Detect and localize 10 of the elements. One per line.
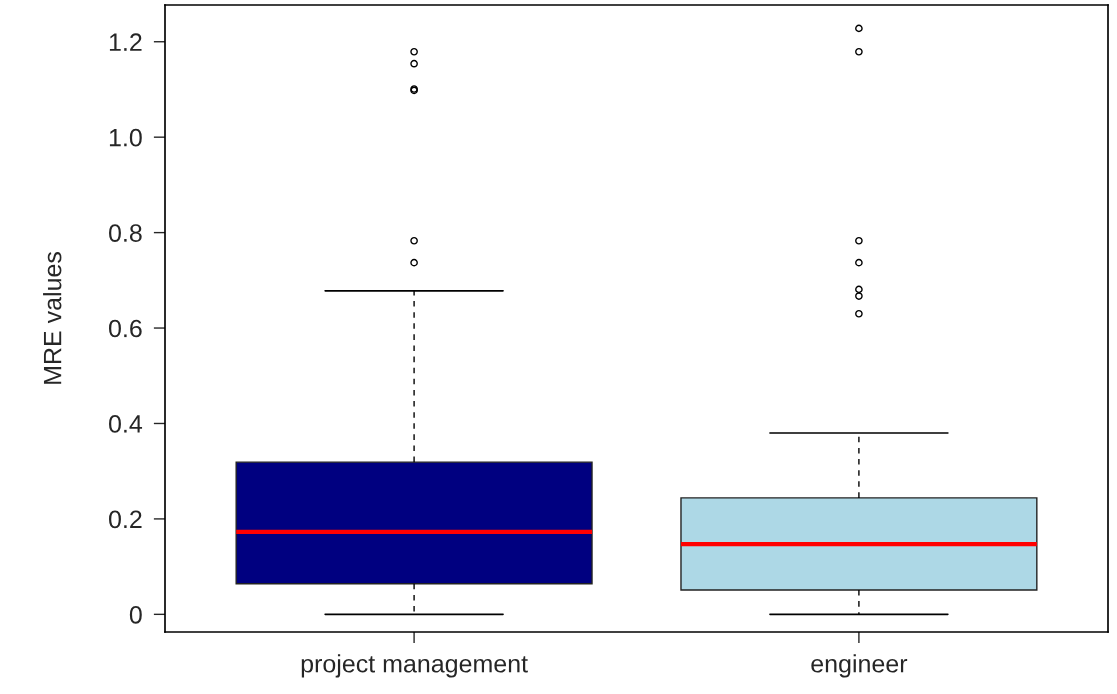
x-tick-label: project management: [301, 654, 528, 678]
y-tick-label: 0.8: [109, 224, 142, 242]
y-tick-label: 0: [129, 605, 142, 624]
y-tick-label: 0.6: [109, 319, 142, 338]
y-axis-title: MRE values: [43, 252, 62, 384]
y-tick-label: 1.0: [109, 128, 142, 147]
y-tick-label: 0.2: [109, 510, 142, 529]
y-tick-label: 0.4: [109, 415, 143, 433]
y-tick-label: 1.2: [109, 33, 142, 51]
x-tick-label: engineer: [811, 654, 908, 678]
